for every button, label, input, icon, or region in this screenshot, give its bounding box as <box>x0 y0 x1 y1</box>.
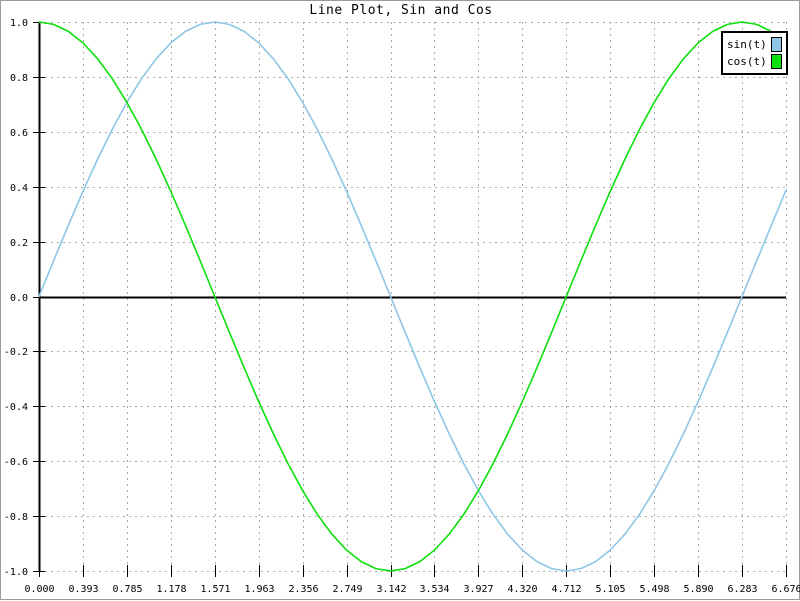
svg-text:3.927: 3.927 <box>463 584 493 595</box>
svg-text:4.320: 4.320 <box>507 584 537 595</box>
svg-text:1.0: 1.0 <box>10 18 28 29</box>
svg-text:1.178: 1.178 <box>156 584 186 595</box>
svg-text:-1.0: -1.0 <box>4 567 28 578</box>
chart-title: Line Plot, Sin and Cos <box>309 3 493 18</box>
svg-text:2.749: 2.749 <box>332 584 362 595</box>
svg-text:6.283: 6.283 <box>727 584 757 595</box>
svg-text:0.6: 0.6 <box>10 128 28 139</box>
svg-text:2.356: 2.356 <box>288 584 318 595</box>
legend-label-sin: sin(t) <box>727 38 767 51</box>
svg-text:3.142: 3.142 <box>376 584 406 595</box>
data-series <box>38 21 787 572</box>
svg-text:0.4: 0.4 <box>10 183 28 194</box>
svg-text:-0.6: -0.6 <box>4 457 28 468</box>
legend-swatch-cos <box>770 54 782 69</box>
svg-text:3.534: 3.534 <box>419 584 449 595</box>
axis-lines <box>38 22 786 571</box>
legend-label-cos: cos(t) <box>727 55 767 68</box>
svg-text:0.393: 0.393 <box>68 584 98 595</box>
svg-text:5.105: 5.105 <box>595 584 625 595</box>
svg-text:5.890: 5.890 <box>683 584 713 595</box>
svg-text:1.963: 1.963 <box>244 584 274 595</box>
grid-lines <box>39 22 787 572</box>
svg-text:5.498: 5.498 <box>639 584 669 595</box>
svg-text:-0.2: -0.2 <box>4 347 28 358</box>
svg-text:-0.8: -0.8 <box>4 512 28 523</box>
tick-marks <box>33 22 787 577</box>
svg-text:-0.4: -0.4 <box>4 402 28 413</box>
chart-legend: sin(t) cos(t) <box>721 31 788 75</box>
svg-text:0.2: 0.2 <box>10 238 28 249</box>
legend-swatch-sin <box>770 37 782 52</box>
svg-text:4.712: 4.712 <box>551 584 581 595</box>
svg-text:0.8: 0.8 <box>10 73 28 84</box>
legend-item-cos: cos(t) <box>727 53 782 70</box>
tick-labels: 0.000 0.393 0.785 1.178 1.571 1.963 2.356 2.749… <box>4 18 800 595</box>
svg-text:0.0: 0.0 <box>10 293 28 304</box>
svg-text:1.571: 1.571 <box>200 584 230 595</box>
svg-text:0.000: 0.000 <box>24 584 54 595</box>
svg-text:6.676: 6.676 <box>771 584 800 595</box>
svg-text:0.785: 0.785 <box>112 584 142 595</box>
legend-item-sin: sin(t) <box>727 36 782 53</box>
